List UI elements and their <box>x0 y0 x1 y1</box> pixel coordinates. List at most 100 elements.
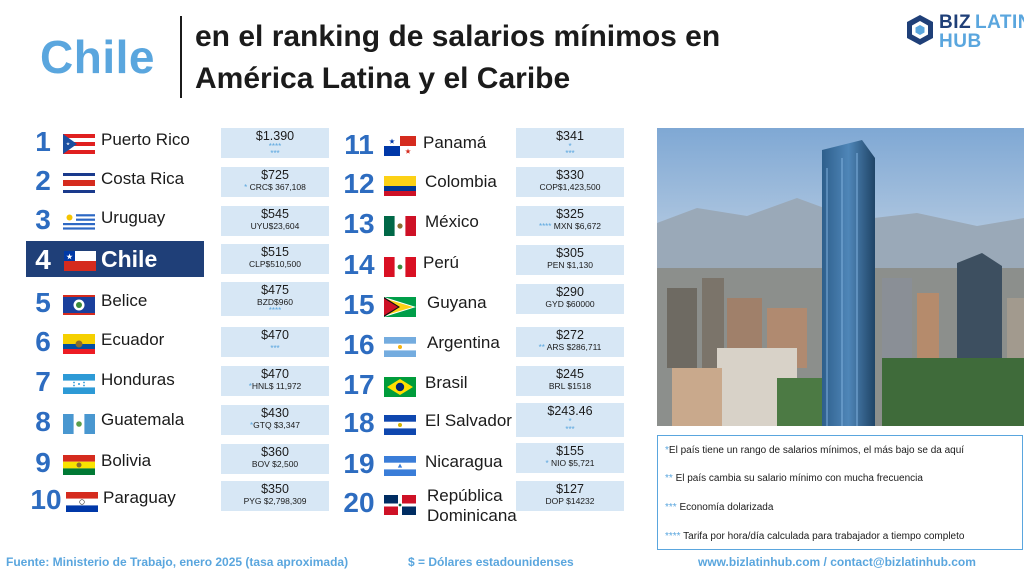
salary-box: $272 ** ARS $286,711 <box>516 327 624 357</box>
salary-local: GYD $60000 <box>545 299 595 309</box>
salary-box: $725 * CRC$ 367,108 <box>221 167 329 197</box>
city-skyline-photo <box>657 128 1024 426</box>
salary-local: *HNL$ 11,972 <box>248 381 302 391</box>
salary-usd: $305 <box>556 246 584 260</box>
rank-number: 13 <box>343 208 375 239</box>
salary-usd: $475 <box>261 283 289 297</box>
salary-stars: *** <box>565 149 575 158</box>
flag-peru-icon <box>384 257 416 277</box>
ranking-row: 9 Bolivia <box>26 446 206 480</box>
country-name: Honduras <box>101 370 175 389</box>
salary-stars: *** <box>270 149 280 158</box>
footer-contact-link[interactable]: www.bizlatinhub.com / contact@bizlatinhu… <box>698 555 976 569</box>
salary-box: $350 PYG $2,798,309 <box>221 481 329 511</box>
country-name: Nicaragua <box>425 452 503 471</box>
salary-usd: $330 <box>556 168 584 182</box>
flag-puerto-rico-icon <box>63 134 95 154</box>
salary-usd: $341 <box>556 129 584 143</box>
country-name: Argentina <box>427 333 500 352</box>
salary-usd: $325 <box>556 207 584 221</box>
note-4: **** Tarifa por hora/día calculada para … <box>665 531 964 542</box>
salary-usd: $470 <box>261 367 289 381</box>
country-name: Panamá <box>423 133 487 152</box>
note-marker: **** <box>665 531 681 542</box>
salary-local: ** ARS $286,711 <box>538 342 602 352</box>
ranking-row: 1 Puerto Rico <box>26 125 206 159</box>
salary-local: *GTQ $3,347 <box>250 420 300 430</box>
salary-box: $1.390 **** *** <box>221 128 329 158</box>
salary-usd: $290 <box>556 285 584 299</box>
rank-number: 4 <box>35 244 51 275</box>
logo-text-latin: LATIN <box>975 12 1024 33</box>
flag-panama-icon <box>384 136 416 156</box>
flag-chile-icon <box>64 251 96 271</box>
ranking-row: 18 El Salvador <box>341 406 512 440</box>
flag-colombia-icon <box>384 176 416 196</box>
note-text: El país tiene un rango de salarios mínim… <box>668 445 965 456</box>
country-name: Belice <box>101 291 148 310</box>
salary-stars: * <box>568 417 572 426</box>
rank-number: 20 <box>343 487 375 518</box>
country-name: Costa Rica <box>101 169 185 188</box>
ranking-row: 5 Belice <box>26 286 206 320</box>
salary-usd: $725 <box>261 168 289 182</box>
salary-stars: **** <box>268 306 282 315</box>
salary-local: UYU$23,604 <box>250 221 300 231</box>
country-name: Paraguay <box>103 488 176 507</box>
salary-star-marker: * <box>250 421 254 430</box>
ranking-row: 19 Nicaragua <box>341 447 511 481</box>
logo-text-biz: BIZ <box>939 12 972 33</box>
logo-mark-icon <box>907 15 933 45</box>
salary-usd: $350 <box>261 482 289 496</box>
note-2: ** El país cambia su salario mínimo con … <box>665 473 923 484</box>
note-marker: *** <box>665 502 677 513</box>
ranking-row: 13 México <box>341 207 511 241</box>
ranking-row: 2 Costa Rica <box>26 164 206 198</box>
country-name: Chile <box>101 246 158 272</box>
salary-star-marker: **** <box>538 222 552 231</box>
salary-stars: *** <box>270 344 280 353</box>
flag-paraguay-icon <box>66 492 98 512</box>
salary-usd: $272 <box>556 328 584 342</box>
rank-number: 6 <box>35 326 51 357</box>
salary-local: * CRC$ 367,108 <box>244 182 306 192</box>
note-text: Tarifa por hora/día calculada para traba… <box>680 531 965 542</box>
ranking-row: 15 Guyana <box>341 288 511 322</box>
flag-argentina-icon <box>384 337 416 357</box>
salary-box: $325 **** MXN $6,672 <box>516 206 624 236</box>
rank-number: 7 <box>35 366 51 397</box>
note-marker: ** <box>665 473 673 484</box>
salary-box: $430 *GTQ $3,347 <box>221 405 329 435</box>
country-name: Guatemala <box>101 410 185 429</box>
ranking-row: 14 Perú <box>341 248 511 282</box>
rank-number: 10 <box>30 484 62 515</box>
salary-usd: $515 <box>261 245 289 259</box>
salary-local: DOP $14232 <box>545 496 595 506</box>
salary-usd: $155 <box>556 444 584 458</box>
salary-usd: $545 <box>261 207 289 221</box>
note-3: *** Economía dolarizada <box>665 502 773 513</box>
salary-box: $341 * *** <box>516 128 624 158</box>
ranking-row: 8 Guatemala <box>26 405 206 439</box>
country-name: Uruguay <box>101 208 166 227</box>
rank-number: 9 <box>35 447 51 478</box>
ranking-row: 11 Panamá <box>341 128 511 162</box>
country-name: Ecuador <box>101 330 165 349</box>
salary-box: $243.46 * *** <box>516 403 624 437</box>
flag-brazil-icon <box>384 377 416 397</box>
salary-usd: $243.46 <box>547 404 593 418</box>
country-name: República Dominicana <box>427 486 517 526</box>
rank-number: 12 <box>343 168 375 199</box>
salary-box: $470 *HNL$ 11,972 <box>221 366 329 396</box>
salary-local: PYG $2,798,309 <box>243 496 307 506</box>
country-name: Puerto Rico <box>101 130 190 149</box>
salary-box: $470 *** <box>221 327 329 357</box>
flag-el-salvador-icon <box>384 415 416 435</box>
title-line-2: América Latina y el Caribe <box>195 62 571 95</box>
salary-stars: **** <box>268 142 282 151</box>
rank-number: 18 <box>343 407 375 438</box>
salary-stars: * <box>568 142 572 151</box>
rank-number: 15 <box>343 289 375 320</box>
country-name-line-2: Dominicana <box>427 506 517 525</box>
salary-local: CLP$510,500 <box>249 259 301 269</box>
